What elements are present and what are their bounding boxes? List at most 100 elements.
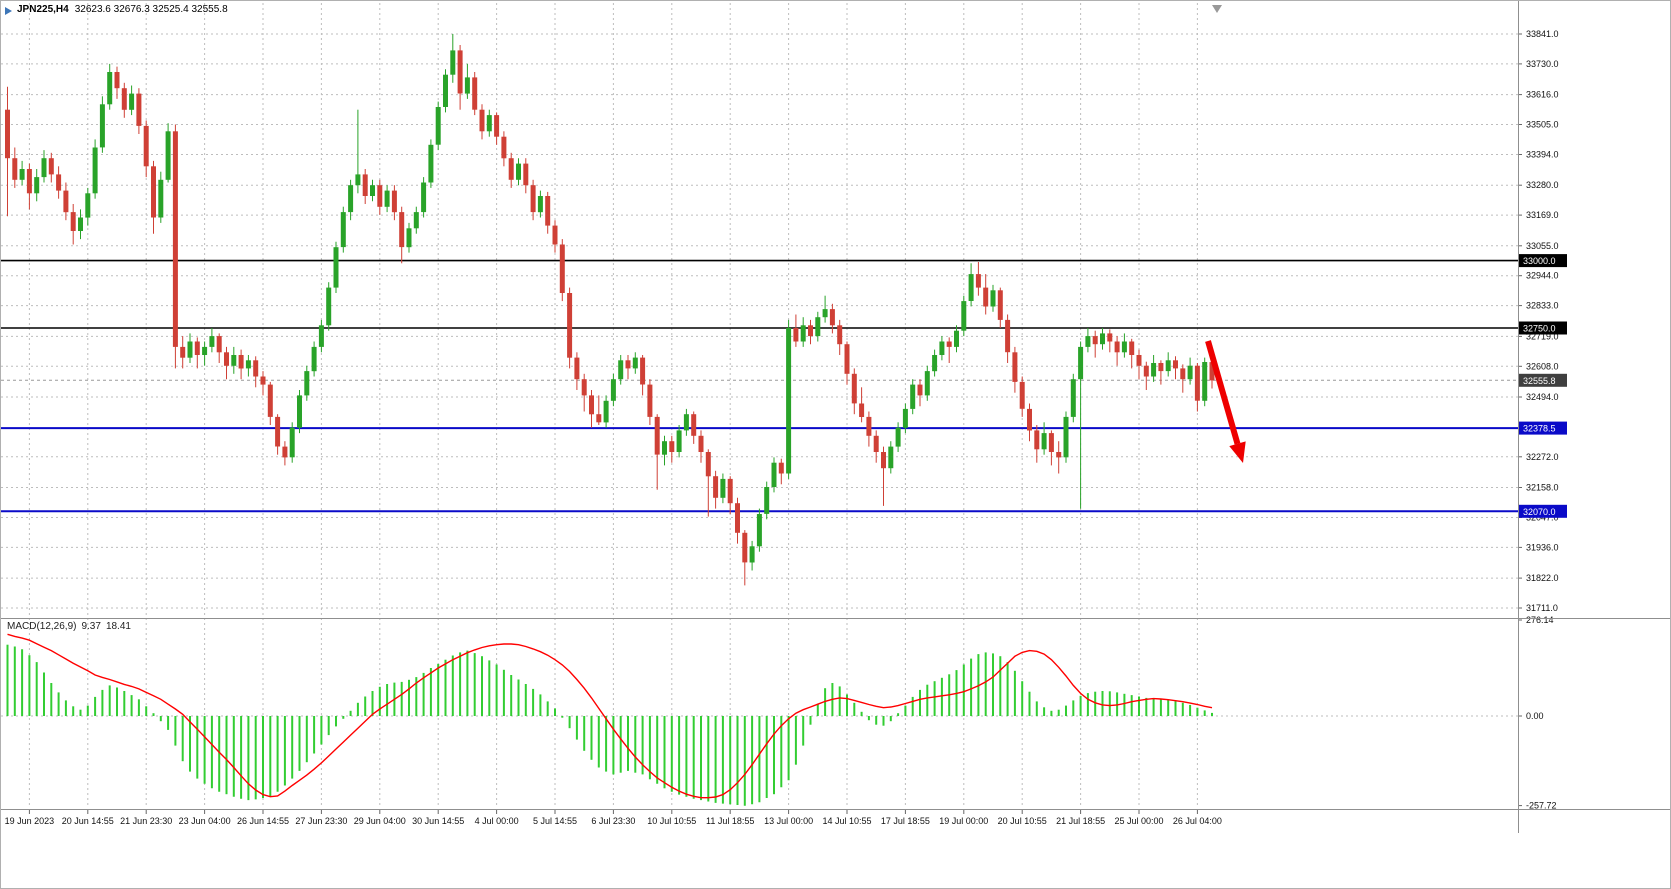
candle-down [946,341,952,347]
price-tick-label: 33730.0 [1526,59,1559,69]
candle-down [851,373,857,404]
candle-up [800,325,806,342]
candle-down [640,357,646,385]
time-label: 13 Jul 00:00 [764,816,813,826]
candle-down [559,244,565,293]
candle-up [340,212,346,248]
candle-up [421,182,427,213]
candle-down [253,360,259,377]
time-label: 17 Jul 18:55 [881,816,930,826]
candle-up [333,247,339,288]
candle-down [837,325,843,345]
candle-down [829,309,835,326]
candle-up [406,228,412,248]
price-tag-label: 32070.0 [1523,507,1556,517]
symbol-info: JPN225,H4 32623.6 32676.3 32525.4 32555.8 [17,4,228,15]
candle-down [778,462,784,474]
price-tick-label: 31822.0 [1526,573,1559,583]
candle-down [136,93,142,126]
candle-up [326,287,332,326]
arrow-shaft[interactable] [1205,340,1241,445]
candle-up [961,301,967,331]
candle-down [596,414,602,423]
price-tag [1519,254,1567,268]
candle-up [99,104,105,148]
candle-down [1027,408,1032,431]
arrow-head[interactable] [1229,441,1246,463]
candle-down [1012,352,1018,382]
candle-down [866,416,872,436]
price-tick-label: 32833.0 [1526,301,1559,311]
candle-up [1151,363,1157,377]
macd-axis-label: 276.14 [1526,615,1554,625]
candle-down [654,416,660,455]
candle-down [63,190,69,213]
candle-up [85,193,91,218]
time-label: 19 Jul 00:00 [939,816,988,826]
trend-arrow-annotation[interactable] [1205,340,1246,463]
candle-down [114,72,120,89]
candle-down [552,225,558,245]
candle-up [202,346,208,355]
candle-up [662,441,667,455]
candle-down [224,352,229,366]
time-label: 30 Jun 14:55 [412,816,464,826]
chart-plot-area[interactable] [1,1,1518,809]
candle-down [501,136,507,159]
time-label: 21 Jun 23:30 [120,816,172,826]
price-tick-label: 33055.0 [1526,241,1559,251]
price-tag-label: 32750.0 [1523,324,1556,334]
time-label: 29 Jun 04:00 [354,816,406,826]
candle-down [698,435,704,452]
candle-down [1143,365,1149,377]
candle-up [19,169,25,180]
time-label: 19 Jun 2023 [5,816,55,826]
macd-signal-value: 18.41 [105,621,131,632]
candle-up [756,514,762,547]
time-axis-labels: 19 Jun 2023 20 Jun 14:55 21 Jun 23:30 23 Ju… [5,810,1222,826]
time-label: 26 Jun 14:55 [237,816,289,826]
time-label: 26 Jul 04:00 [1173,816,1222,826]
candle-up [384,190,390,207]
candle-up [413,212,419,229]
chart-shift-marker[interactable] [1212,5,1222,13]
candle-up [786,328,792,474]
candle-down [1158,363,1164,372]
candle-up [603,400,609,423]
candle-up [764,487,770,514]
candle-down [267,384,273,417]
candle-up [318,325,324,347]
candle-down [1107,333,1113,342]
candle-up [720,478,726,498]
candles-layer [5,34,1215,586]
price-tag [1519,504,1567,518]
candle-down [70,212,76,231]
price-axis-area[interactable] [1518,1,1671,809]
candle-down [1114,341,1120,353]
candle-up [895,427,901,447]
candle-up [516,163,521,180]
price-tick-label: 32608.0 [1526,361,1559,371]
price-tag [1519,321,1567,335]
candle-down [377,185,383,207]
candle-up [683,414,689,431]
candle-down [472,77,478,110]
macd-axis-label: -257.72 [1526,801,1557,811]
price-tick-label: 33394.0 [1526,150,1559,160]
candle-up [92,147,98,194]
candle-down [494,115,500,137]
price-tick-label: 33505.0 [1526,120,1559,130]
macd-indicator-label: MACD(12,26,9) 9.37 18.41 [7,621,136,632]
candle-down [282,446,288,458]
one-click-trading-toggle[interactable] [5,7,12,15]
time-label: 21 Jul 18:55 [1056,816,1105,826]
price-tick-label: 32272.0 [1526,452,1559,462]
price-tag-label: 32378.5 [1523,424,1556,434]
candle-down [705,452,711,477]
candle-down [742,532,748,563]
price-tag [1519,373,1567,387]
candle-up [231,355,237,366]
time-axis-area[interactable] [1,810,1671,834]
candle-down [194,341,200,355]
